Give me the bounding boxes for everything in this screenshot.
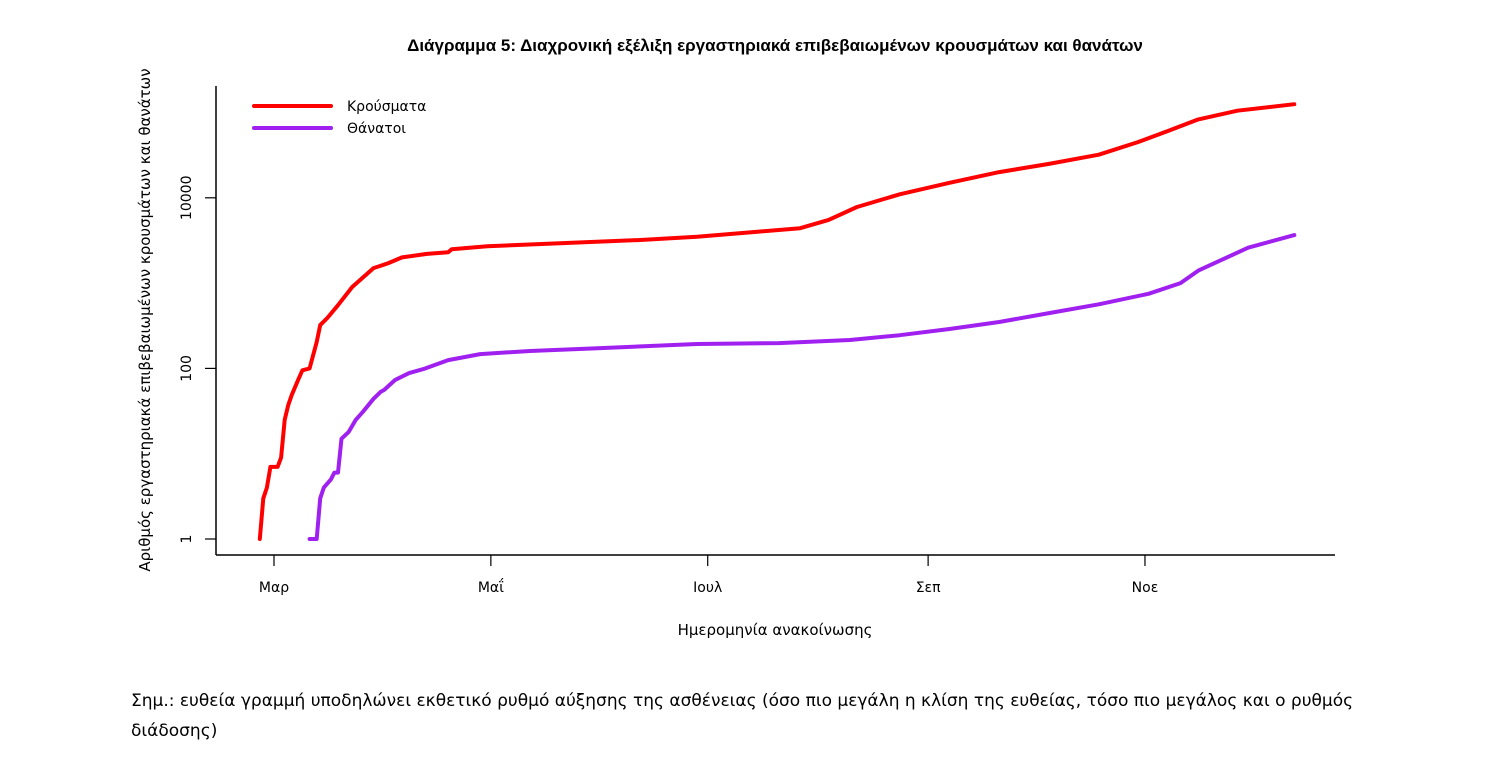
x-ticks: Μαρ Μαΐ Ιουλ Σεπ Νοε xyxy=(259,555,1158,596)
y-tick-label: 100 xyxy=(179,355,195,382)
x-tick-label: Ιουλ xyxy=(693,580,722,596)
footnote: Σημ.: ευθεία γραμμή υποδηλώνει εκθετικό … xyxy=(131,686,1411,746)
chart-title: Διάγραμμα 5: Διαχρονική εξέλιξη εργαστηρ… xyxy=(407,36,1143,55)
series-group xyxy=(257,102,1297,541)
x-axis-title: Ημερομηνία ανακοίνωσης xyxy=(678,621,873,639)
axes xyxy=(215,86,1335,556)
y-ticks: 1 100 10000 xyxy=(179,176,216,544)
legend: Κρούσματα Θάνατοι xyxy=(252,99,426,137)
chart: Διάγραμμα 5: Διαχρονική εξέλιξη εργαστηρ… xyxy=(136,36,1335,639)
y-axis-title: Αριθμός εργαστηριακά επιβεβαιωμένων κρου… xyxy=(136,68,154,571)
legend-label-cases: Κρούσματα xyxy=(347,99,426,115)
legend-label-deaths: Θάνατοι xyxy=(347,121,406,137)
footnote-line-1: Σημ.: ευθεία γραμμή υποδηλώνει εκθετικό … xyxy=(131,691,1354,711)
x-tick-label: Νοε xyxy=(1132,580,1159,596)
series-line-cases xyxy=(257,102,1297,541)
x-tick-label: Σεπ xyxy=(916,580,941,596)
y-tick-label: 10000 xyxy=(179,176,195,221)
series-line-deaths xyxy=(307,233,1297,541)
x-tick-label: Μαρ xyxy=(259,580,289,596)
x-tick-label: Μαΐ xyxy=(478,578,504,596)
footnote-line-2: διάδοσης) xyxy=(131,721,218,741)
y-tick-label: 1 xyxy=(179,535,195,544)
